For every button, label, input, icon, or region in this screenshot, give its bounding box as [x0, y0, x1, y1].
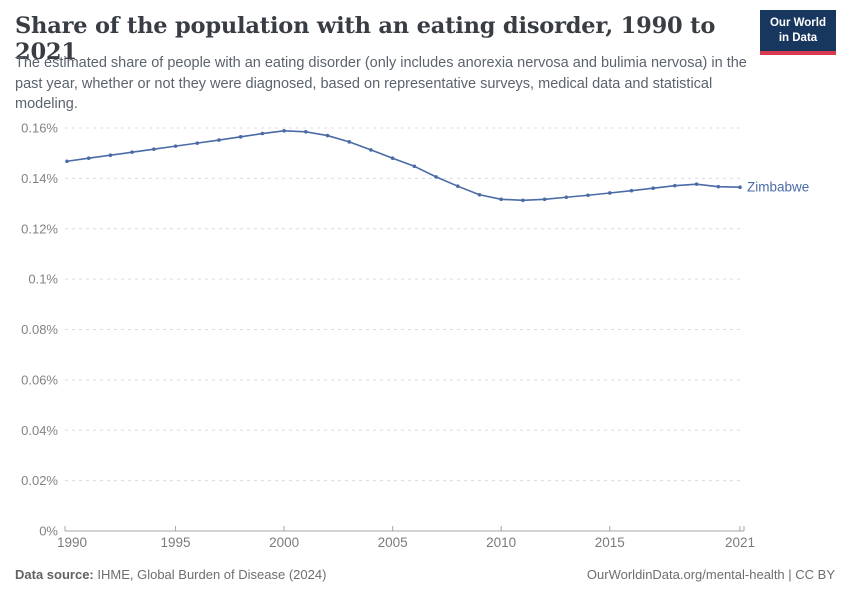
data-point[interactable]: [738, 185, 742, 189]
chart-title: Share of the population with an eating d…: [15, 13, 716, 65]
data-point[interactable]: [325, 133, 330, 138]
data-point[interactable]: [65, 159, 69, 164]
owid-logo[interactable]: Our World in Data: [760, 10, 836, 55]
y-tick-label: 0.14%: [21, 171, 58, 186]
data-point[interactable]: [607, 191, 612, 195]
chart-subtitle: The estimated share of people with an ea…: [15, 55, 747, 113]
data-point[interactable]: [477, 192, 482, 197]
data-point[interactable]: [108, 153, 113, 158]
data-source-label: Data source:: [15, 567, 94, 582]
y-tick-label: 0.06%: [21, 372, 58, 387]
data-point[interactable]: [152, 147, 156, 151]
data-point[interactable]: [369, 148, 373, 152]
x-tick-label: 2015: [595, 535, 625, 550]
data-point[interactable]: [586, 193, 590, 198]
data-point[interactable]: [217, 138, 221, 142]
data-point[interactable]: [455, 184, 460, 188]
attribution-link[interactable]: OurWorldinData.org/mental-health | CC BY: [586, 567, 835, 582]
x-tick-label: 2000: [269, 535, 299, 550]
data-point[interactable]: [521, 198, 525, 203]
data-point[interactable]: [499, 197, 503, 202]
data-point[interactable]: [390, 156, 395, 161]
data-point[interactable]: [260, 131, 265, 136]
y-tick-label: 0.12%: [21, 221, 58, 236]
data-point[interactable]: [651, 186, 655, 190]
data-point[interactable]: [434, 175, 438, 179]
data-point[interactable]: [86, 156, 91, 161]
data-point[interactable]: [195, 141, 200, 145]
series-label: Zimbabwe: [747, 180, 809, 195]
data-point[interactable]: [564, 195, 569, 200]
x-tick-label: 1990: [57, 535, 87, 550]
chart-footer: Data source: IHME, Global Burden of Dise…: [15, 567, 835, 582]
y-tick-label: 0.04%: [21, 423, 58, 438]
series-line[interactable]: [66, 129, 741, 202]
data-point[interactable]: [716, 184, 721, 189]
owid-logo-line1: Our World: [769, 17, 826, 29]
data-point[interactable]: [629, 188, 634, 193]
owid-logo-line2: in Data: [778, 31, 818, 44]
data-point[interactable]: [238, 135, 243, 139]
data-point[interactable]: [130, 150, 134, 154]
data-point[interactable]: [412, 164, 417, 169]
data-point[interactable]: [673, 183, 677, 188]
x-tick-label: 2005: [378, 535, 408, 550]
x-tick-label: 2021: [725, 535, 755, 550]
y-tick-label: 0.1%: [28, 272, 58, 287]
data-point[interactable]: [282, 128, 286, 133]
data-source-value: IHME, Global Burden of Disease (2024): [93, 567, 327, 582]
y-tick-label: 0.08%: [21, 322, 58, 337]
y-tick-label: 0.02%: [21, 473, 58, 488]
data-point[interactable]: [694, 182, 699, 186]
data-point[interactable]: [347, 140, 352, 144]
y-tick-label: 0.16%: [21, 121, 58, 136]
data-point[interactable]: [304, 129, 308, 134]
data-source: Data source: IHME, Global Burden of Dise…: [15, 567, 326, 582]
y-tick-label: 0%: [39, 524, 58, 539]
x-tick-label: 1995: [161, 535, 191, 550]
data-point[interactable]: [542, 197, 547, 202]
data-point[interactable]: [173, 144, 178, 148]
x-tick-label: 2010: [486, 535, 516, 550]
